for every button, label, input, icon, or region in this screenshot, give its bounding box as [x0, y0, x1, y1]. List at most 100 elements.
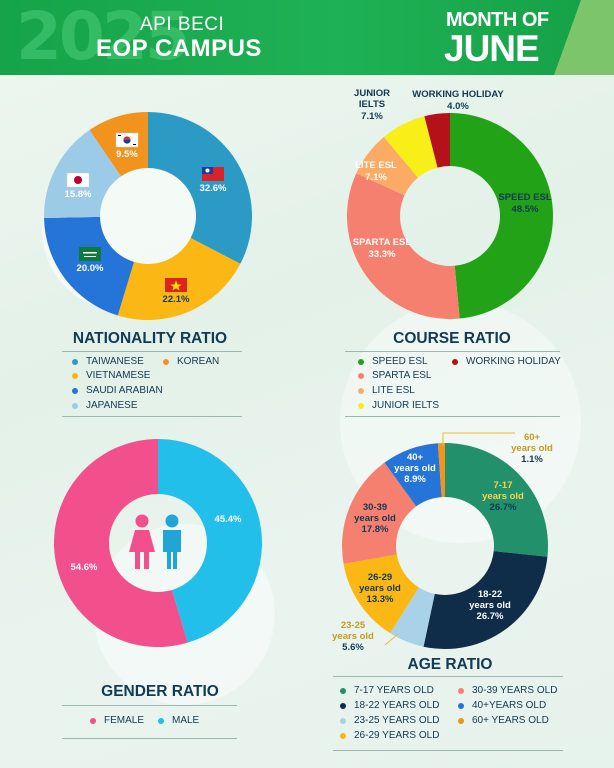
legend-label: 30-39 YEARS OLD — [472, 685, 558, 696]
month-label: MONTH OF — [446, 9, 549, 31]
legend-item-lite-esl: LITE ESL — [358, 385, 415, 396]
legend-label: 26-29 YEARS OLD — [354, 730, 440, 741]
legend-label: MALE — [172, 715, 200, 726]
legend-item-working-holiday: WORKING HOLIDAY — [452, 356, 561, 367]
age-label-value-7-17-years-old: 26.7% — [490, 502, 517, 513]
year-watermark: 2025 — [16, 0, 191, 75]
age-label-unit-30-39-years-old: years old — [354, 513, 396, 524]
legend-label: SPARTA ESL — [372, 370, 432, 381]
legend-item-sparta-esl: SPARTA ESL — [358, 370, 431, 381]
header-banner: 2025 API BECI EOP CAMPUS MONTH OF JUNE — [0, 0, 614, 75]
gender-label-male: 45.4% — [215, 514, 242, 525]
legend-item-18-22: 18-22 YEARS OLD — [340, 700, 439, 711]
legend-label: SAUDI ARABIAN — [86, 385, 163, 396]
legend-item-korean: KOREAN — [163, 356, 219, 367]
legend-item-taiwanese: TAIWANESE — [72, 356, 144, 367]
legend-label: WORKING HOLIDAY — [466, 356, 561, 367]
legend-dot — [458, 687, 464, 694]
nationality-label-vietnamese: 22.1% — [163, 294, 190, 305]
gender-slice-female — [54, 439, 188, 648]
nationality-slice-taiwanese — [148, 112, 253, 264]
nationality-slice-saudi-arabian — [44, 216, 135, 316]
age-label-range-60-years-old: 60+ — [524, 432, 541, 443]
male-figure-icon — [163, 530, 181, 569]
gender-rule-top — [62, 705, 237, 706]
gender-title: GENDER RATIO — [101, 683, 219, 700]
legend-label: 18-22 YEARS OLD — [354, 700, 440, 711]
gender-donut-chart: 45.4% 54.6% — [54, 439, 263, 648]
vietnam-flag-icon — [165, 278, 187, 292]
legend-item-7-17: 7-17 YEARS OLD — [340, 685, 434, 696]
nationality-label-saudi-arabian: 20.0% — [77, 263, 104, 274]
nationality-rule-bottom — [62, 416, 242, 417]
legend-dot — [163, 358, 169, 365]
gender-rule-bottom — [62, 738, 237, 739]
gender-label-female: 54.6% — [71, 562, 98, 573]
course-rule-top — [345, 351, 560, 352]
age-label-range-40-years-old: 40+ — [407, 452, 424, 463]
legend-item-23-25: 23-25 YEARS OLD — [340, 715, 439, 726]
korea-flag-icon — [115, 132, 139, 148]
legend-item-60-plus: 60+ YEARS OLD — [458, 715, 549, 726]
gender-slice-male — [158, 439, 263, 643]
legend-dot — [340, 687, 346, 694]
course-rule-bottom — [345, 416, 560, 417]
age-label-unit-23-25-years-old: years old — [332, 631, 374, 642]
legend-item-26-29: 26-29 YEARS OLD — [340, 730, 439, 741]
legend-item-female: FEMALE — [90, 715, 144, 726]
legend-item-male: MALE — [158, 715, 199, 726]
legend-item-30-39: 30-39 YEARS OLD — [458, 685, 557, 696]
course-slice-lite-esl — [356, 137, 418, 196]
age-rule-top — [333, 676, 563, 677]
legend-dot — [72, 372, 78, 379]
legend-dot — [72, 358, 78, 365]
course-label-value-junior-ielts: 7.1% — [361, 111, 383, 122]
age-label-unit-18-22-years-old: years old — [469, 600, 511, 611]
legend-item-vietnamese: VIETNAMESE — [72, 370, 150, 381]
legend-dot — [340, 732, 346, 739]
age-slice-18-22-years-old — [423, 551, 548, 650]
legend-dot — [72, 387, 78, 394]
age-slice-23-25-years-old — [390, 587, 435, 647]
legend-dot — [458, 717, 464, 724]
age-slice-26-29-years-old — [343, 554, 419, 634]
legend-label: 7-17 YEARS OLD — [354, 685, 434, 696]
course-label-name-junior: JUNIOR — [354, 88, 390, 99]
legend-label: JAPANESE — [86, 400, 138, 411]
course-label-name-lite-esl: LITE ESL — [355, 160, 397, 171]
age-rule-bottom — [333, 750, 563, 751]
age-label-value-60-years-old: 1.1% — [521, 454, 543, 465]
course-slice-speed-esl — [450, 113, 553, 319]
legend-label: LITE ESL — [372, 385, 415, 396]
nationality-rule-top — [62, 351, 242, 352]
age-label-unit-60-years-old: years old — [511, 443, 553, 454]
legend-dot — [340, 717, 346, 724]
course-title: COURSE RATIO — [393, 330, 511, 347]
age-title: AGE RATIO — [407, 656, 493, 673]
course-label-name-ielts: IELTS — [359, 99, 385, 110]
legend-dot — [358, 402, 364, 409]
age-label-unit-26-29-years-old: years old — [359, 583, 401, 594]
japan-flag-icon — [66, 172, 90, 188]
legend-dot — [90, 717, 96, 724]
age-slice-7-17-years-old — [445, 443, 548, 557]
legend-label: JUNIOR IELTS — [372, 400, 440, 411]
course-label-value-speed-esl: 48.5% — [512, 204, 539, 215]
brand-line-1: API BECI — [140, 14, 225, 35]
male-head-icon — [165, 514, 179, 528]
legend-dot — [358, 358, 364, 365]
legend-label: KOREAN — [177, 356, 220, 367]
legend-dot — [340, 702, 346, 709]
month-name: JUNE — [444, 28, 540, 69]
age-label-value-18-22-years-old: 26.7% — [477, 611, 504, 622]
legend-label: SPEED ESL — [372, 356, 428, 367]
age-leader-60-plus — [442, 432, 515, 446]
nationality-label-japanese: 15.8% — [65, 189, 92, 200]
age-label-unit-40-years-old: years old — [394, 463, 436, 474]
legend-item-japanese: JAPANESE — [72, 400, 138, 411]
course-slice-working-holiday — [424, 113, 450, 168]
legend-dot — [452, 358, 458, 365]
